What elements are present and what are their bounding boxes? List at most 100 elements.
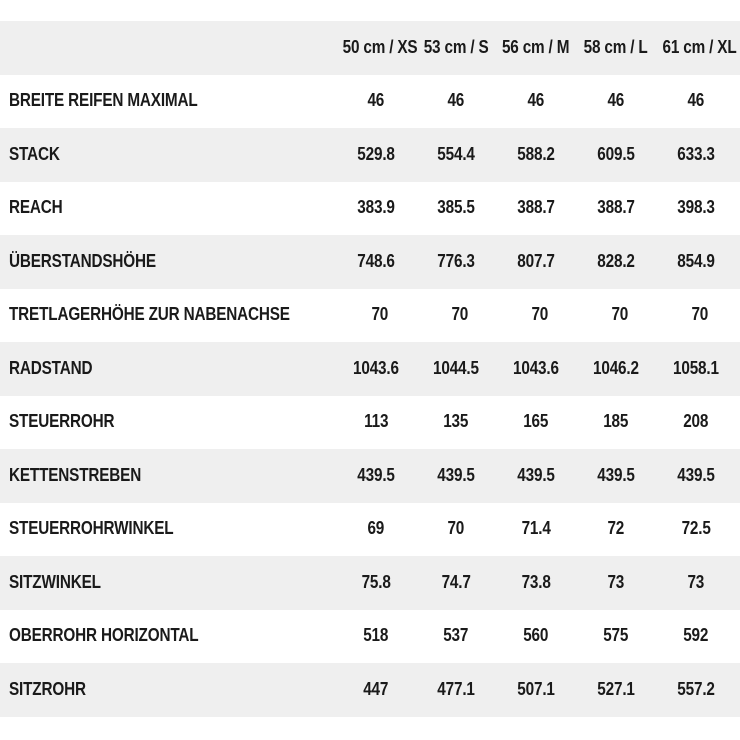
column-header-label: 61 cm / XL — [662, 36, 737, 57]
value-cell: 439.5 — [576, 466, 656, 486]
value-cell: 507.1 — [496, 680, 576, 700]
cell-value: 592 — [683, 625, 709, 646]
column-header-s: 53 cm / S — [416, 38, 496, 58]
cell-value: 527.1 — [597, 678, 635, 699]
value-cell: 588.2 — [496, 145, 576, 165]
value-cell: 46 — [576, 91, 656, 111]
cell-value: 439.5 — [357, 464, 395, 485]
table-row: SITZWINKEL 75.8 74.7 73.8 73 73 — [0, 556, 740, 610]
value-cell: 388.7 — [496, 198, 576, 218]
column-header-l: 58 cm / L — [576, 38, 656, 58]
value-cell: 575 — [576, 626, 656, 646]
row-label: ÜBERSTANDSHÖHE — [9, 250, 156, 271]
cell-value: 165 — [523, 411, 549, 432]
cell-value: 73.8 — [521, 571, 551, 592]
row-label-cell: KETTENSTREBEN — [0, 466, 336, 486]
value-cell: 165 — [496, 412, 576, 432]
value-cell: 70 — [339, 305, 419, 325]
cell-value: 575 — [603, 625, 629, 646]
cell-value: 529.8 — [357, 143, 395, 164]
column-header-label: 50 cm / XS — [342, 36, 418, 57]
cell-value: 74.7 — [441, 571, 471, 592]
cell-value: 439.5 — [437, 464, 475, 485]
value-cell: 560 — [496, 626, 576, 646]
cell-value: 383.9 — [357, 197, 395, 218]
value-cell: 854.9 — [656, 252, 736, 272]
row-label: BREITE REIFEN MAXIMAL — [9, 90, 198, 111]
value-cell: 477.1 — [416, 680, 496, 700]
table-row: REACH 383.9 385.5 388.7 388.7 398.3 — [0, 181, 740, 235]
value-cell: 439.5 — [336, 466, 416, 486]
cell-value: 46 — [527, 90, 545, 111]
cell-value: 385.5 — [437, 197, 475, 218]
row-label: SITZROHR — [9, 678, 86, 699]
cell-value: 46 — [447, 90, 465, 111]
value-cell: 557.2 — [656, 680, 736, 700]
value-cell: 388.7 — [576, 198, 656, 218]
column-header-label: 58 cm / L — [584, 36, 648, 57]
value-cell: 1058.1 — [656, 359, 736, 379]
column-header-m: 56 cm / M — [496, 38, 576, 58]
value-cell: 73 — [656, 573, 736, 593]
row-label-cell: ÜBERSTANDSHÖHE — [0, 252, 336, 272]
column-header-label: 53 cm / S — [423, 36, 489, 57]
value-cell: 527.1 — [576, 680, 656, 700]
value-cell: 46 — [496, 91, 576, 111]
table-row: KETTENSTREBEN 439.5 439.5 439.5 439.5 43… — [0, 449, 740, 503]
cell-value: 588.2 — [517, 143, 555, 164]
cell-value: 388.7 — [597, 197, 635, 218]
column-header-xl: 61 cm / XL — [656, 36, 737, 58]
cell-value: 854.9 — [677, 250, 715, 271]
table-row: RADSTAND 1043.6 1044.5 1043.6 1046.2 105… — [0, 342, 740, 396]
cell-value: 46 — [687, 90, 705, 111]
column-header-label: 56 cm / M — [502, 36, 570, 57]
value-cell: 537 — [416, 626, 496, 646]
cell-value: 73 — [607, 571, 625, 592]
cell-value: 439.5 — [597, 464, 635, 485]
cell-value: 70 — [371, 304, 388, 325]
value-cell: 70 — [579, 305, 659, 325]
cell-value: 439.5 — [517, 464, 555, 485]
value-cell: 1043.6 — [336, 359, 416, 379]
cell-value: 560 — [523, 625, 549, 646]
row-label: REACH — [9, 197, 63, 218]
value-cell: 609.5 — [576, 145, 656, 165]
cell-value: 73 — [687, 571, 705, 592]
cell-value: 70 — [691, 304, 708, 325]
cell-value: 439.5 — [677, 464, 715, 485]
row-label: SITZWINKEL — [9, 571, 101, 592]
value-cell: 185 — [576, 412, 656, 432]
table-row: TRETLAGERHÖHE ZUR NABENACHSE 70 70 70 70… — [0, 288, 740, 342]
row-label-cell: OBERROHR HORIZONTAL — [0, 626, 336, 646]
row-label-cell: SITZROHR — [0, 680, 336, 700]
table-header-row: 50 cm / XS 53 cm / S 56 cm / M 58 cm / L… — [0, 21, 740, 75]
value-cell: 1044.5 — [416, 359, 496, 379]
row-label-cell: TRETLAGERHÖHE ZUR NABENACHSE — [0, 305, 339, 325]
value-cell: 113 — [336, 412, 416, 432]
value-cell: 529.8 — [336, 145, 416, 165]
cell-value: 1043.6 — [353, 357, 399, 378]
geometry-table: 50 cm / XS 53 cm / S 56 cm / M 58 cm / L… — [0, 21, 740, 717]
row-label: TRETLAGERHÖHE ZUR NABENACHSE — [9, 304, 290, 325]
cell-value: 537 — [443, 625, 469, 646]
value-cell: 72 — [576, 519, 656, 539]
cell-value: 185 — [603, 411, 629, 432]
table-row: SITZROHR 447 477.1 507.1 527.1 557.2 — [0, 663, 740, 717]
value-cell: 828.2 — [576, 252, 656, 272]
value-cell: 439.5 — [496, 466, 576, 486]
cell-value: 633.3 — [677, 143, 715, 164]
table-row: ÜBERSTANDSHÖHE 748.6 776.3 807.7 828.2 8… — [0, 235, 740, 289]
cell-value: 208 — [683, 411, 709, 432]
cell-value: 807.7 — [517, 250, 555, 271]
cell-value: 72 — [607, 518, 625, 539]
value-cell: 70 — [659, 305, 739, 325]
cell-value: 1043.6 — [513, 357, 559, 378]
row-label-cell: SITZWINKEL — [0, 573, 336, 593]
row-label-cell: REACH — [0, 198, 336, 218]
value-cell: 70 — [499, 305, 579, 325]
value-cell: 398.3 — [656, 198, 736, 218]
cell-value: 1058.1 — [673, 357, 719, 378]
value-cell: 1043.6 — [496, 359, 576, 379]
row-label-cell: STEUERROHRWINKEL — [0, 519, 336, 539]
